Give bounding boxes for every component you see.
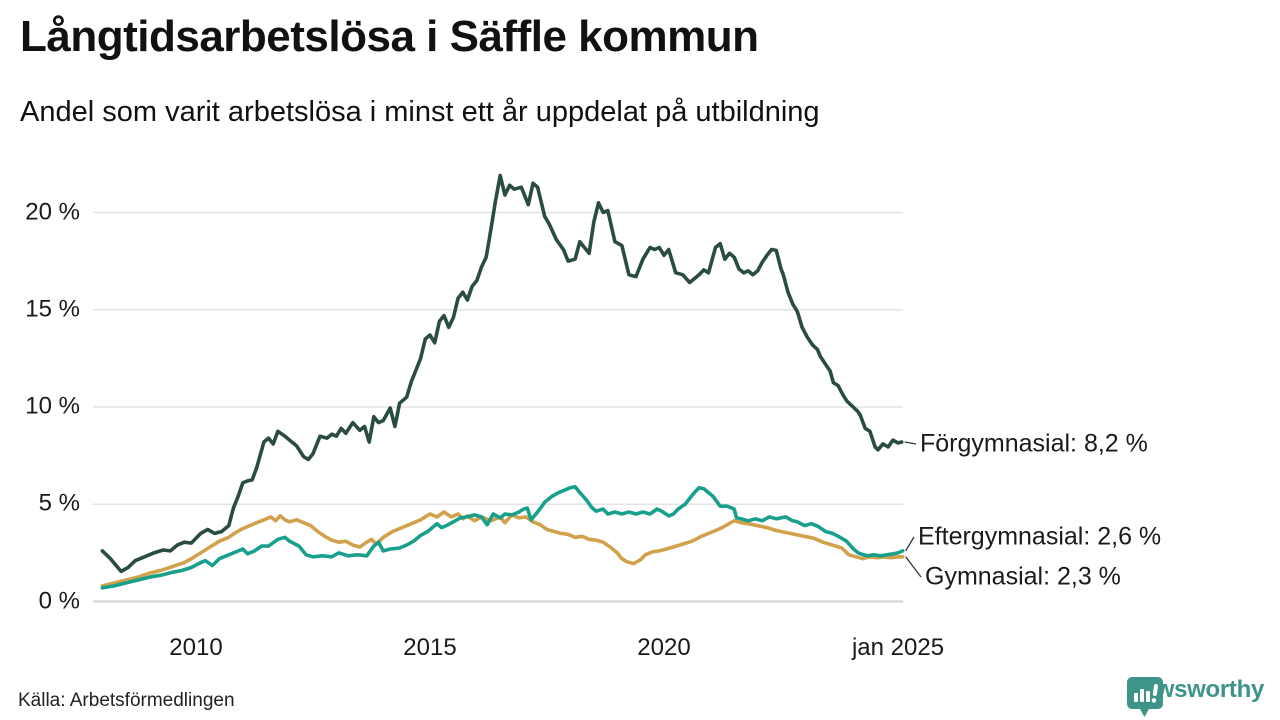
- x-tick-jan-2025: jan 2025: [851, 634, 945, 661]
- y-tick-5: 5 %: [38, 489, 80, 517]
- newsworthy-bubble-chart-icon: [1126, 677, 1163, 717]
- series-line-forgymnasial: [100, 173, 904, 574]
- x-tick-2020: 2020: [637, 634, 691, 661]
- y-tick-15: 15 %: [25, 295, 80, 323]
- series-label-forgymnasial: Förgymnasial: 8,2 %: [920, 429, 1148, 458]
- series-line-eftergymnasial: [100, 484, 905, 590]
- series-line-gymnasial: [100, 510, 905, 588]
- x-tick-2015: 2015: [403, 634, 457, 661]
- newsworthy-logo: Newsworthy: [1126, 676, 1264, 717]
- series-label-eftergymnasial: Eftergymnasial: 2,6 %: [918, 522, 1162, 551]
- annotation-leader-lines: [904, 441, 922, 578]
- gridlines: [93, 211, 903, 603]
- page-title: Långtidsarbetslösa i Säffle kommun: [20, 12, 759, 61]
- x-tick-2010: 2010: [169, 634, 223, 661]
- y-tick-10: 10 %: [25, 392, 80, 420]
- y-tick-0: 0 %: [38, 586, 80, 614]
- series-label-gymnasial: Gymnasial: 2,3 %: [925, 562, 1121, 591]
- page-subtitle: Andel som varit arbetslösa i minst ett å…: [20, 96, 820, 128]
- source-note: Källa: Arbetsförmedlingen: [18, 690, 235, 711]
- y-tick-20: 20 %: [25, 197, 80, 225]
